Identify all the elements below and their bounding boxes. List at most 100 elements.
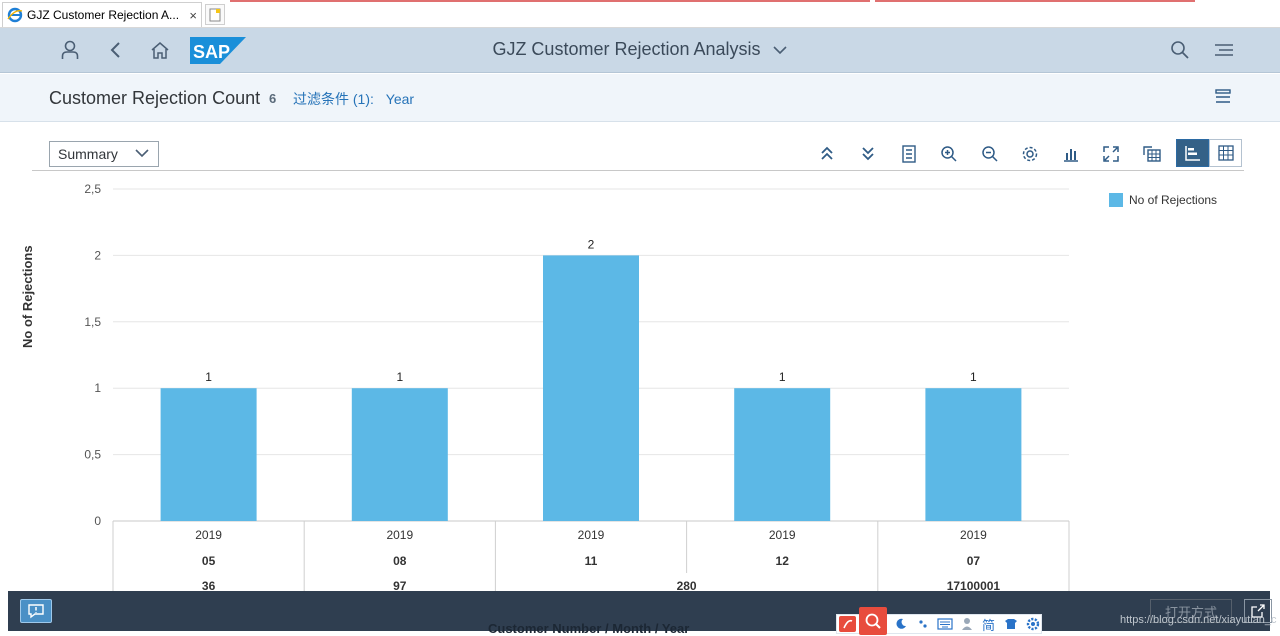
gear-icon bbox=[1026, 617, 1039, 631]
back-arrow-icon bbox=[110, 42, 120, 58]
ime-simplified-button[interactable]: 简 bbox=[981, 617, 995, 633]
chart-area: 0 0,5 1 1,5 2 2,5 1 2019 05 1 2019 08 2 2019 11 1 2019 12… bbox=[0, 172, 1280, 592]
search-icon bbox=[865, 613, 881, 629]
x-tick-month: 05 bbox=[202, 554, 216, 568]
page-title: Customer Rejection Count bbox=[49, 88, 261, 108]
gear-icon bbox=[1022, 146, 1038, 162]
bar bbox=[925, 388, 1022, 521]
search-button[interactable] bbox=[1168, 38, 1192, 62]
notifications-menu-button[interactable] bbox=[1212, 38, 1236, 62]
x-tick-customer: 97 bbox=[393, 579, 407, 592]
x-tick-year: 2019 bbox=[960, 528, 987, 542]
chevron-down-icon bbox=[772, 46, 787, 55]
settings-button[interactable] bbox=[1018, 142, 1042, 166]
data-label: 1 bbox=[970, 370, 977, 384]
y-tick-label: 1,5 bbox=[84, 315, 101, 329]
bottom-footer-bar: Customer Number / Month / Year 打开方式 bbox=[8, 591, 1272, 636]
x-axis-title: Customer Number / Month / Year bbox=[488, 621, 690, 636]
ime-skin-button[interactable] bbox=[1002, 616, 1019, 632]
shell-bar: SAP GJZ Customer Rejection Analysis bbox=[0, 28, 1280, 73]
y-tick-label: 0 bbox=[94, 514, 101, 528]
bar-chart-icon bbox=[1064, 149, 1078, 162]
data-label: 2 bbox=[588, 237, 595, 251]
tab-close-icon[interactable]: × bbox=[189, 7, 197, 23]
fullscreen-icon bbox=[1103, 146, 1119, 162]
double-chevron-down-icon bbox=[862, 147, 874, 161]
x-tick-month: 08 bbox=[393, 554, 407, 568]
x-tick-year: 2019 bbox=[769, 528, 796, 542]
share-icon bbox=[1251, 604, 1265, 618]
data-label: 1 bbox=[779, 370, 786, 384]
share-button[interactable] bbox=[1244, 599, 1272, 623]
x-tick-customer: 36 bbox=[202, 579, 216, 592]
filter-label: 过滤条件 (1): bbox=[293, 91, 374, 107]
chevron-down-icon bbox=[135, 149, 149, 158]
view-select-value: Summary bbox=[58, 146, 118, 162]
bar bbox=[543, 255, 639, 521]
y-tick-label: 2,5 bbox=[84, 182, 101, 196]
data-label: 1 bbox=[205, 370, 212, 384]
user-icon bbox=[961, 618, 972, 630]
ime-logo-button[interactable] bbox=[839, 616, 856, 632]
user-icon bbox=[61, 40, 79, 59]
toolbar-divider bbox=[32, 170, 1244, 171]
home-icon bbox=[151, 42, 169, 59]
browser-tab-title: GJZ Customer Rejection A... bbox=[27, 8, 180, 22]
export-button[interactable] bbox=[1140, 142, 1164, 166]
watermark-text: https://blog.csdn.net/xiayutian_c bbox=[1120, 614, 1277, 626]
browser-tab[interactable]: GJZ Customer Rejection A... × bbox=[2, 2, 202, 27]
back-button[interactable] bbox=[104, 38, 128, 62]
zoom-in-button[interactable] bbox=[937, 142, 961, 166]
ime-settings-button[interactable] bbox=[1024, 616, 1041, 632]
x-tick-year: 2019 bbox=[195, 528, 222, 542]
x-tick-month: 07 bbox=[967, 554, 981, 568]
view-select[interactable]: Summary bbox=[49, 141, 159, 167]
punctuation-icon bbox=[918, 620, 927, 628]
bar bbox=[351, 388, 448, 521]
x-tick-customer: 280 bbox=[677, 579, 697, 592]
sap-logo[interactable]: SAP bbox=[190, 37, 246, 64]
x-tick-year: 2019 bbox=[578, 528, 605, 542]
home-button[interactable] bbox=[148, 38, 172, 62]
user-button[interactable] bbox=[58, 38, 82, 62]
list-settings-icon bbox=[1215, 89, 1231, 103]
moon-icon bbox=[896, 618, 906, 629]
ie-icon bbox=[7, 7, 23, 23]
keyboard-icon bbox=[936, 618, 953, 630]
browser-tab-strip: GJZ Customer Rejection A... × bbox=[0, 0, 1280, 28]
filter-info-link[interactable]: 过滤条件 (1): Year bbox=[293, 89, 414, 109]
x-tick-customer: 17100001 bbox=[947, 579, 1001, 592]
open-with-button[interactable]: 打开方式 bbox=[1150, 599, 1232, 623]
ime-keyboard-button[interactable] bbox=[936, 616, 953, 632]
fullscreen-button[interactable] bbox=[1099, 142, 1123, 166]
y-axis-title: No of Rejections bbox=[20, 245, 35, 348]
details-list-icon bbox=[902, 145, 916, 163]
new-tab-icon bbox=[209, 8, 221, 21]
drill-down-button[interactable] bbox=[856, 142, 880, 166]
new-tab-button[interactable] bbox=[205, 4, 225, 25]
details-button[interactable] bbox=[897, 142, 921, 166]
drill-up-button[interactable] bbox=[815, 142, 839, 166]
y-tick-label: 0,5 bbox=[84, 448, 101, 462]
x-tick-month: 11 bbox=[585, 554, 598, 568]
table-view-toggle[interactable] bbox=[1209, 139, 1242, 167]
ime-user-button[interactable] bbox=[958, 616, 975, 632]
legend-item[interactable]: No of Rejections bbox=[1109, 193, 1217, 207]
ime-moon-button[interactable] bbox=[892, 616, 909, 632]
chart-view-toggle[interactable] bbox=[1176, 139, 1209, 167]
sap-logo-text: SAP bbox=[193, 42, 230, 62]
search-icon bbox=[1171, 41, 1189, 59]
zoom-out-button[interactable] bbox=[978, 142, 1002, 166]
bar-chart: 00,511,522,51201905120190822019111201912… bbox=[84, 182, 1070, 592]
app-title-button[interactable]: GJZ Customer Rejection Analysis bbox=[492, 39, 787, 59]
export-table-icon bbox=[1143, 146, 1161, 162]
ime-search-highlight bbox=[859, 607, 887, 635]
ime-punctuation-button[interactable] bbox=[914, 616, 931, 632]
header-options-button[interactable] bbox=[1214, 88, 1234, 108]
item-count: 6 bbox=[269, 91, 277, 106]
horizontal-bar-chart-icon bbox=[1184, 146, 1200, 161]
ime-toolbar: 简 bbox=[836, 607, 1042, 635]
zoom-out-icon bbox=[982, 146, 998, 162]
chart-type-button[interactable] bbox=[1059, 142, 1083, 166]
messages-button[interactable] bbox=[20, 599, 52, 623]
